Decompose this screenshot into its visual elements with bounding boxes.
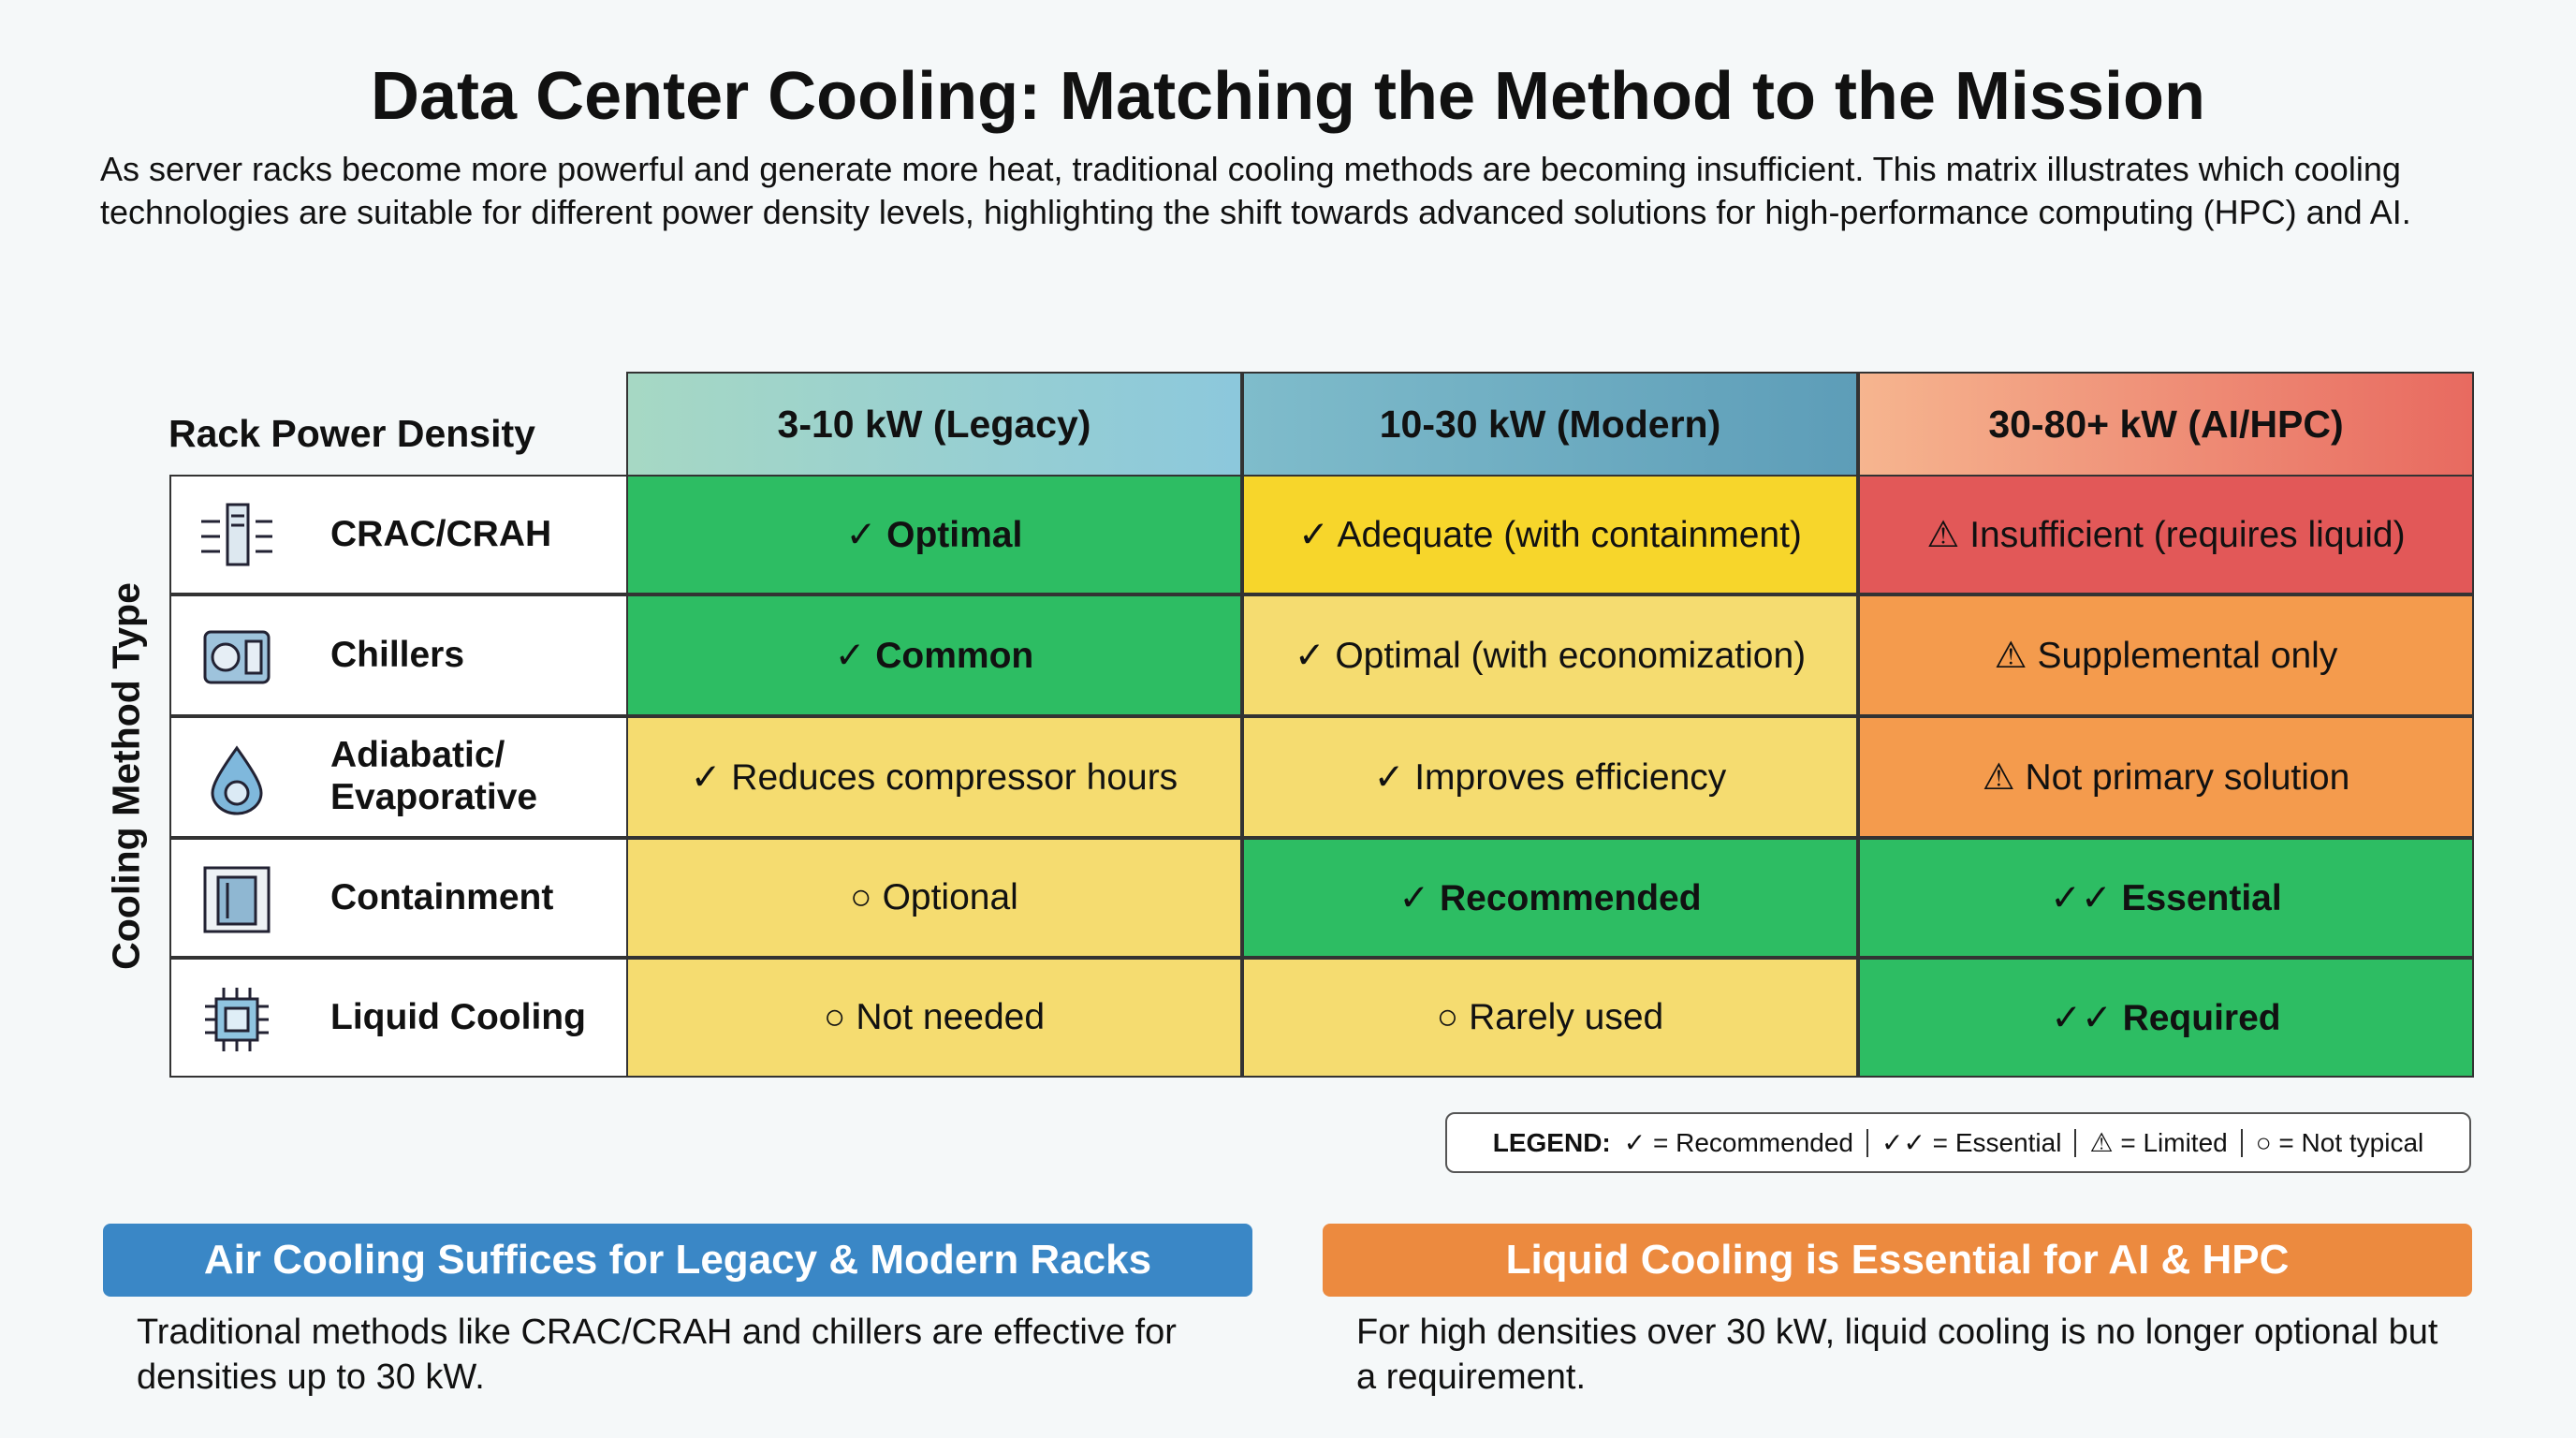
row-header: Chillers	[169, 594, 628, 716]
matrix-cell: ○ Not needed	[626, 958, 1242, 1078]
matrix-cell: ○ Optional	[626, 838, 1242, 958]
matrix-cell: ✓✓ Essential	[1858, 838, 2474, 958]
legend-separator	[1866, 1128, 1868, 1157]
matrix-cell: ✓ Common	[626, 594, 1242, 716]
column-header: 3-10 kW (Legacy)	[626, 372, 1242, 477]
callout-title: Air Cooling Suffices for Legacy & Modern…	[103, 1224, 1252, 1297]
corner-label: Rack Power Density	[168, 412, 535, 455]
row-axis-label: Cooling Method Type	[104, 582, 148, 970]
matrix-cell: ⚠ Insufficient (requires liquid)	[1858, 475, 2474, 594]
row-icon	[203, 866, 271, 933]
matrix-cell: ⚠ Supplemental only	[1858, 594, 2474, 716]
matrix-cell: ✓ Optimal (with economization)	[1242, 594, 1858, 716]
row-icon	[205, 988, 269, 1051]
legend-title: LEGEND:	[1492, 1127, 1611, 1157]
matrix-cell: ⚠ Not primary solution	[1858, 716, 2474, 838]
callout-title: Liquid Cooling is Essential for AI & HPC	[1323, 1224, 2472, 1297]
legend-separator	[2074, 1128, 2077, 1157]
title: Data Center Cooling: Matching the Method…	[371, 59, 2205, 134]
matrix-cell: ✓ Improves efficiency	[1242, 716, 1858, 838]
legend-separator	[2240, 1128, 2243, 1157]
row-label: CRAC/CRAH	[330, 513, 552, 554]
row-label: Chillers	[330, 634, 465, 675]
row-header: Containment	[169, 838, 628, 958]
row-header: Adiabatic/ Evaporative	[169, 716, 628, 838]
matrix-cell: ✓ Optimal	[626, 475, 1242, 594]
row-header: CRAC/CRAH	[169, 475, 628, 594]
matrix-cell: ✓ Recommended	[1242, 838, 1858, 958]
subtitle: As server racks become more powerful and…	[100, 150, 2401, 188]
legend: LEGEND: ✓ = Recommended ✓✓ = Essential ⚠ = …	[1445, 1112, 2471, 1173]
matrix-cell: ✓ Reduces compressor hours	[626, 716, 1242, 838]
column-header: 10-30 kW (Modern)	[1242, 372, 1858, 477]
column-header: 30-80+ kW (AI/HPC)	[1858, 372, 2474, 477]
row-header: Liquid Cooling	[169, 958, 628, 1078]
row-icon	[203, 630, 271, 684]
matrix-cell: ✓ Adequate (with containment)	[1242, 475, 1858, 594]
legend-item: ○ = Not typical	[2255, 1127, 2424, 1157]
subtitle: technologies are suitable for different …	[100, 193, 2411, 231]
legend-item: ⚠ = Limited	[2089, 1128, 2228, 1157]
row-label: Containment	[330, 876, 554, 917]
row-icon	[201, 503, 272, 566]
callout-text: Traditional methods like CRAC/CRAH and c…	[137, 1313, 1177, 1397]
row-icon	[211, 745, 263, 815]
row-label: Liquid Cooling	[330, 996, 586, 1037]
legend-item: ✓ = Recommended	[1623, 1128, 1853, 1157]
matrix-cell: ✓✓ Required	[1858, 958, 2474, 1078]
legend-item: ✓✓ = Essential	[1881, 1128, 2062, 1157]
row-label: Adiabatic/ Evaporative	[330, 735, 538, 817]
matrix-cell: ○ Rarely used	[1242, 958, 1858, 1078]
callout-text: For high densities over 30 kW, liquid co…	[1356, 1313, 2438, 1397]
